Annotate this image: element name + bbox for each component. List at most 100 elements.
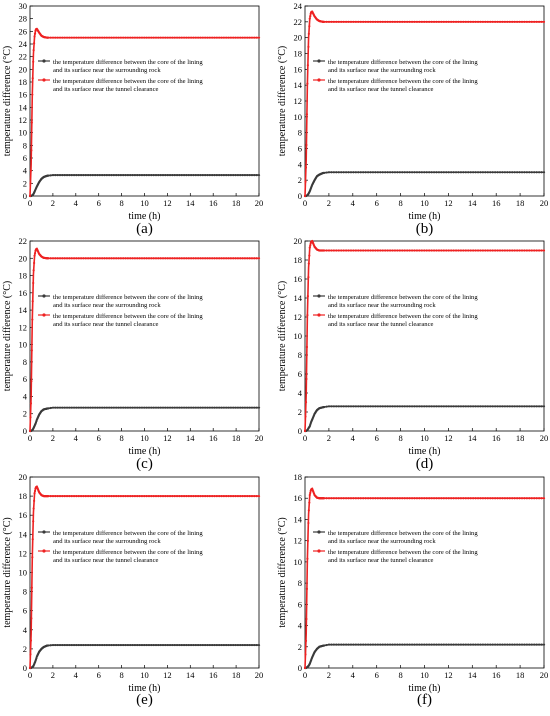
data-point xyxy=(454,20,458,23)
data-point xyxy=(152,174,155,177)
data-point xyxy=(330,171,333,174)
x-tick-label: 6 xyxy=(97,670,101,680)
data-point xyxy=(491,249,494,252)
data-point xyxy=(91,174,94,177)
data-point xyxy=(340,405,343,408)
data-point xyxy=(342,171,345,174)
data-point xyxy=(232,643,235,647)
data-point xyxy=(374,171,377,174)
data-point xyxy=(105,406,108,409)
legend-label: the temperature difference between the c… xyxy=(53,59,203,74)
legend-label-line: and its surface near the tunnel clearanc… xyxy=(53,321,159,328)
data-point xyxy=(415,20,419,23)
legend-label: the temperature difference between the c… xyxy=(53,294,203,309)
legend: the temperature difference between the c… xyxy=(313,59,478,93)
data-point xyxy=(428,405,431,408)
data-point xyxy=(498,20,502,23)
legend-item: the temperature difference between the c… xyxy=(38,549,203,564)
caption-text: (a) xyxy=(136,221,153,237)
y-tick-label: 18 xyxy=(19,491,28,501)
series-line xyxy=(305,171,544,197)
data-point xyxy=(145,257,148,260)
data-point xyxy=(323,405,326,409)
data-point xyxy=(243,495,247,498)
data-point xyxy=(418,405,421,408)
data-point xyxy=(533,20,536,23)
data-point xyxy=(68,643,71,647)
data-point xyxy=(354,249,357,252)
data-point xyxy=(496,249,499,252)
data-point xyxy=(49,644,52,647)
data-point xyxy=(384,497,387,500)
data-point xyxy=(77,495,80,498)
data-point xyxy=(364,249,367,252)
data-point xyxy=(459,405,463,408)
data-point xyxy=(255,495,258,498)
data-point xyxy=(415,171,419,174)
data-point xyxy=(357,405,360,408)
data-point xyxy=(159,495,162,498)
data-point xyxy=(457,20,460,23)
data-point xyxy=(340,20,343,23)
data-point xyxy=(197,257,200,260)
x-tick-label: 8 xyxy=(119,198,123,208)
data-point xyxy=(508,497,511,500)
data-point xyxy=(491,497,494,500)
data-point xyxy=(379,643,382,646)
data-point xyxy=(29,416,32,419)
data-point xyxy=(388,497,392,500)
data-point xyxy=(89,643,92,647)
data-point xyxy=(364,497,367,500)
legend-swatch-marker xyxy=(42,313,46,317)
data-point xyxy=(89,406,92,409)
caption-text: (f) xyxy=(417,692,432,708)
series-surrounding-rock xyxy=(28,174,261,198)
data-point xyxy=(152,643,155,647)
series-line xyxy=(304,487,544,669)
data-point xyxy=(435,249,438,252)
data-point xyxy=(432,20,436,23)
data-point xyxy=(79,174,83,177)
data-point xyxy=(61,495,64,498)
data-point xyxy=(241,174,244,177)
data-point xyxy=(234,495,237,498)
y-tick-label: 12 xyxy=(19,115,28,125)
legend-item: the temperature difference between the c… xyxy=(313,530,478,545)
data-point xyxy=(523,171,526,174)
data-point xyxy=(250,643,254,647)
y-tick-label: 12 xyxy=(19,548,28,558)
series-line xyxy=(30,644,259,669)
data-point xyxy=(124,36,127,39)
data-point xyxy=(450,249,453,252)
data-point xyxy=(222,643,225,647)
data-point xyxy=(220,174,223,177)
data-point xyxy=(523,643,526,646)
data-point xyxy=(442,643,445,646)
data-point xyxy=(464,20,467,23)
data-point xyxy=(337,497,340,500)
data-point xyxy=(379,20,382,23)
data-point xyxy=(33,35,36,38)
data-point xyxy=(119,36,122,39)
data-point xyxy=(516,405,519,408)
data-point xyxy=(49,36,52,39)
legend-label-line: and its surface near the surrounding roc… xyxy=(328,538,436,545)
data-point xyxy=(396,20,399,23)
data-point xyxy=(94,257,97,260)
data-point xyxy=(194,36,197,39)
data-point xyxy=(115,36,118,39)
x-tick-label: 10 xyxy=(420,198,429,208)
data-point xyxy=(31,318,34,321)
data-point xyxy=(182,406,186,409)
data-point xyxy=(496,20,499,23)
data-point xyxy=(204,406,207,409)
series-line xyxy=(29,485,259,669)
data-point xyxy=(105,257,108,260)
data-point xyxy=(33,252,37,255)
data-point xyxy=(70,406,73,409)
y-tick-label: 10 xyxy=(294,557,303,567)
y-tick-label: 12 xyxy=(294,312,303,322)
data-point xyxy=(103,495,106,498)
data-point xyxy=(508,643,511,646)
x-tick-label: 2 xyxy=(51,433,55,443)
